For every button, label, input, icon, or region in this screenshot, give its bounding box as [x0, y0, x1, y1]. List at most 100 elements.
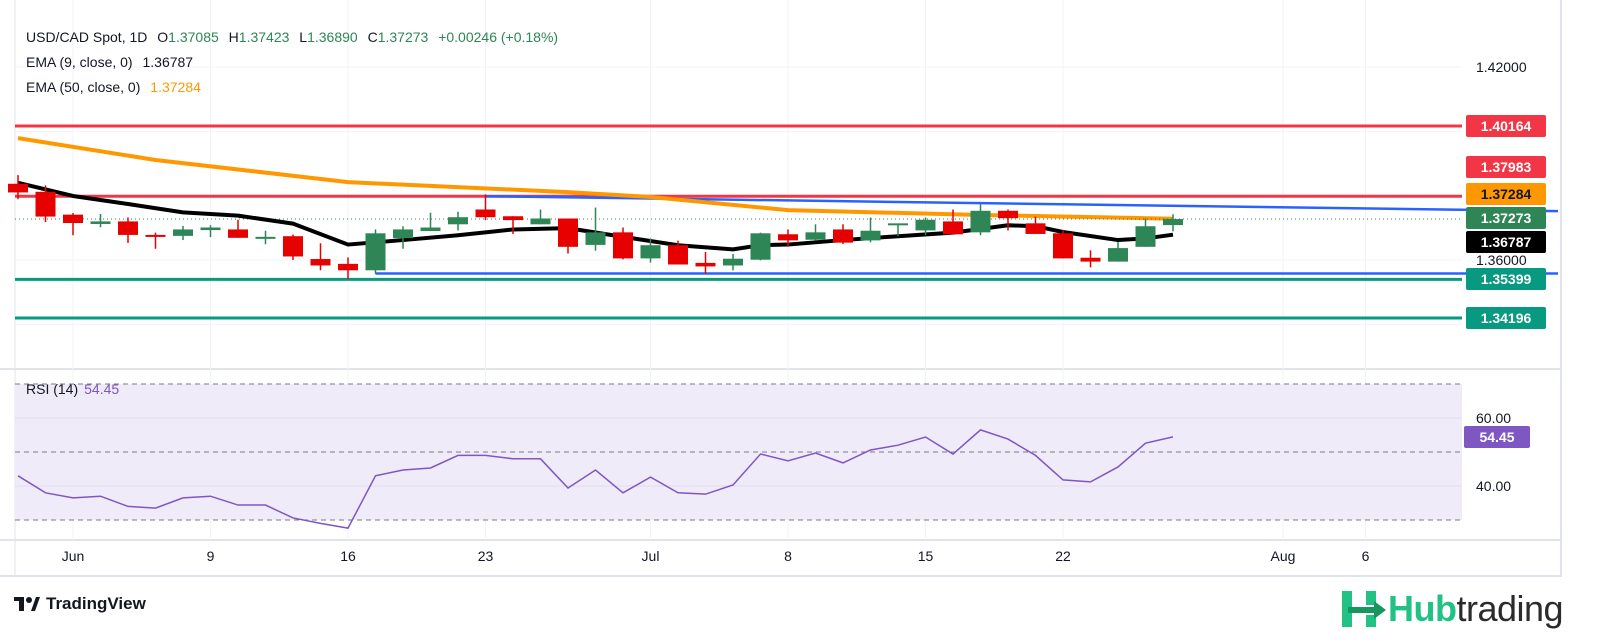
candle-body	[1163, 219, 1183, 226]
x-tick-label: 23	[477, 548, 494, 564]
candle-body	[558, 218, 578, 247]
candle-body	[695, 262, 716, 267]
x-tick-label: 22	[1055, 548, 1071, 564]
candle-body	[393, 229, 413, 239]
ema50-line	[17, 136, 1174, 221]
low-num: 1.36890	[307, 29, 358, 45]
price-label-ema9: 1.36787	[1466, 231, 1546, 253]
x-tick-label: Jul	[641, 548, 660, 564]
price-label-level4: 1.34196	[1466, 307, 1546, 329]
rsi-line	[17, 429, 1174, 529]
candle-body	[228, 229, 248, 238]
ohlc-legend: USD/CAD Spot, 1D O1.37085 H1.37423 L1.36…	[26, 27, 564, 47]
x-tick-label: 16	[340, 548, 356, 564]
candle-body	[35, 191, 56, 217]
candle-body	[998, 210, 1018, 219]
candle-body	[448, 217, 468, 225]
candle-body	[750, 233, 771, 260]
hub-brand-a: Hub	[1388, 588, 1457, 629]
candle-body	[640, 245, 661, 259]
candle-body	[530, 218, 551, 225]
candle-body	[915, 219, 936, 231]
ema50-legend: EMA (50, close, 0) 1.37284	[26, 77, 207, 97]
rsi-value-label: 54.45	[1464, 426, 1530, 448]
open-label: O	[157, 29, 169, 45]
x-tick-label: Jun	[61, 548, 85, 564]
close-value: C1.37273	[368, 29, 429, 45]
candle-body	[723, 258, 743, 266]
candle-body	[310, 259, 331, 266]
price-pane	[15, 0, 1462, 365]
candle-body	[420, 227, 441, 232]
candle-body	[90, 221, 111, 224]
rsi-tick-60: 60.00	[1476, 410, 1512, 426]
rsi-value: 54.45	[84, 381, 120, 397]
candle-body	[338, 263, 358, 271]
close-num: 1.37273	[377, 29, 429, 45]
price-tick-136: 1.36000	[1476, 252, 1527, 268]
tradingview-logo-icon	[14, 597, 40, 611]
close-label: C	[367, 29, 378, 45]
price-label-close: 1.37273	[1466, 207, 1546, 229]
rsi-label: RSI (14)	[26, 381, 79, 397]
candle-body	[8, 183, 28, 193]
price-label-level2: 1.37983	[1466, 156, 1546, 178]
ema50-label: EMA (50, close, 0)	[26, 79, 141, 95]
candle-body	[1025, 223, 1046, 234]
price-label-level3: 1.35399	[1466, 268, 1546, 290]
candle-body	[1053, 233, 1073, 259]
candle-body	[200, 227, 221, 231]
candle-body	[943, 221, 963, 235]
ema9-value: 1.36787	[142, 54, 194, 70]
x-tick-label: Aug	[1270, 548, 1296, 564]
candle-body	[145, 234, 166, 237]
high-value: H1.37423	[229, 29, 290, 45]
open-num: 1.37085	[168, 29, 219, 45]
tradingview-logo[interactable]: TradingView	[14, 594, 146, 614]
rsi-tick-40: 40.00	[1476, 478, 1512, 494]
high-num: 1.37423	[238, 29, 290, 45]
candle-body	[475, 209, 496, 218]
x-tick-label: 9	[206, 548, 215, 564]
low-label: L	[299, 29, 308, 45]
open-value: O1.37085	[157, 29, 219, 45]
high-label: H	[228, 29, 239, 45]
candle-body	[833, 229, 853, 243]
tradingview-brand: TradingView	[46, 594, 146, 613]
candle-body	[118, 221, 138, 235]
candle-body	[585, 232, 606, 245]
x-tick-label: 6	[1361, 548, 1370, 564]
candle-body	[1080, 257, 1101, 262]
low-value: L1.36890	[299, 29, 357, 45]
candle-body	[503, 216, 523, 221]
hub-brand-b: trading	[1456, 588, 1564, 629]
candle-body	[63, 214, 83, 224]
hubtrading-logo: Hub trading	[1340, 588, 1564, 630]
candle-body	[888, 223, 908, 226]
x-tick-label: 15	[917, 548, 934, 564]
candle-body	[1135, 226, 1156, 247]
candle-body	[970, 210, 991, 233]
rsi-legend: RSI (14) 54.45	[26, 381, 119, 397]
symbol-title: USD/CAD Spot, 1D	[26, 29, 148, 45]
candle-body	[173, 229, 193, 236]
ema9-legend: EMA (9, close, 0) 1.36787	[26, 52, 199, 72]
x-tick-label: 8	[784, 548, 792, 564]
candle-body	[283, 236, 303, 257]
candle-body	[778, 234, 798, 241]
candle-body	[860, 230, 881, 241]
ema50-value: 1.37284	[150, 79, 201, 95]
candle-body	[255, 236, 276, 239]
candle-body	[805, 232, 826, 240]
change-value: +0.00246 (+0.18%)	[438, 29, 559, 45]
hubtrading-logo-icon	[1342, 591, 1386, 627]
price-label-ema50: 1.37284	[1466, 183, 1546, 205]
price-label-level1: 1.40164	[1466, 115, 1546, 137]
candle-body	[613, 232, 633, 259]
candle-body	[365, 233, 386, 271]
ema9-label: EMA (9, close, 0)	[26, 54, 133, 70]
candle-body	[1108, 248, 1128, 262]
price-tick-142: 1.42000	[1476, 59, 1527, 75]
candle-body	[668, 245, 688, 265]
